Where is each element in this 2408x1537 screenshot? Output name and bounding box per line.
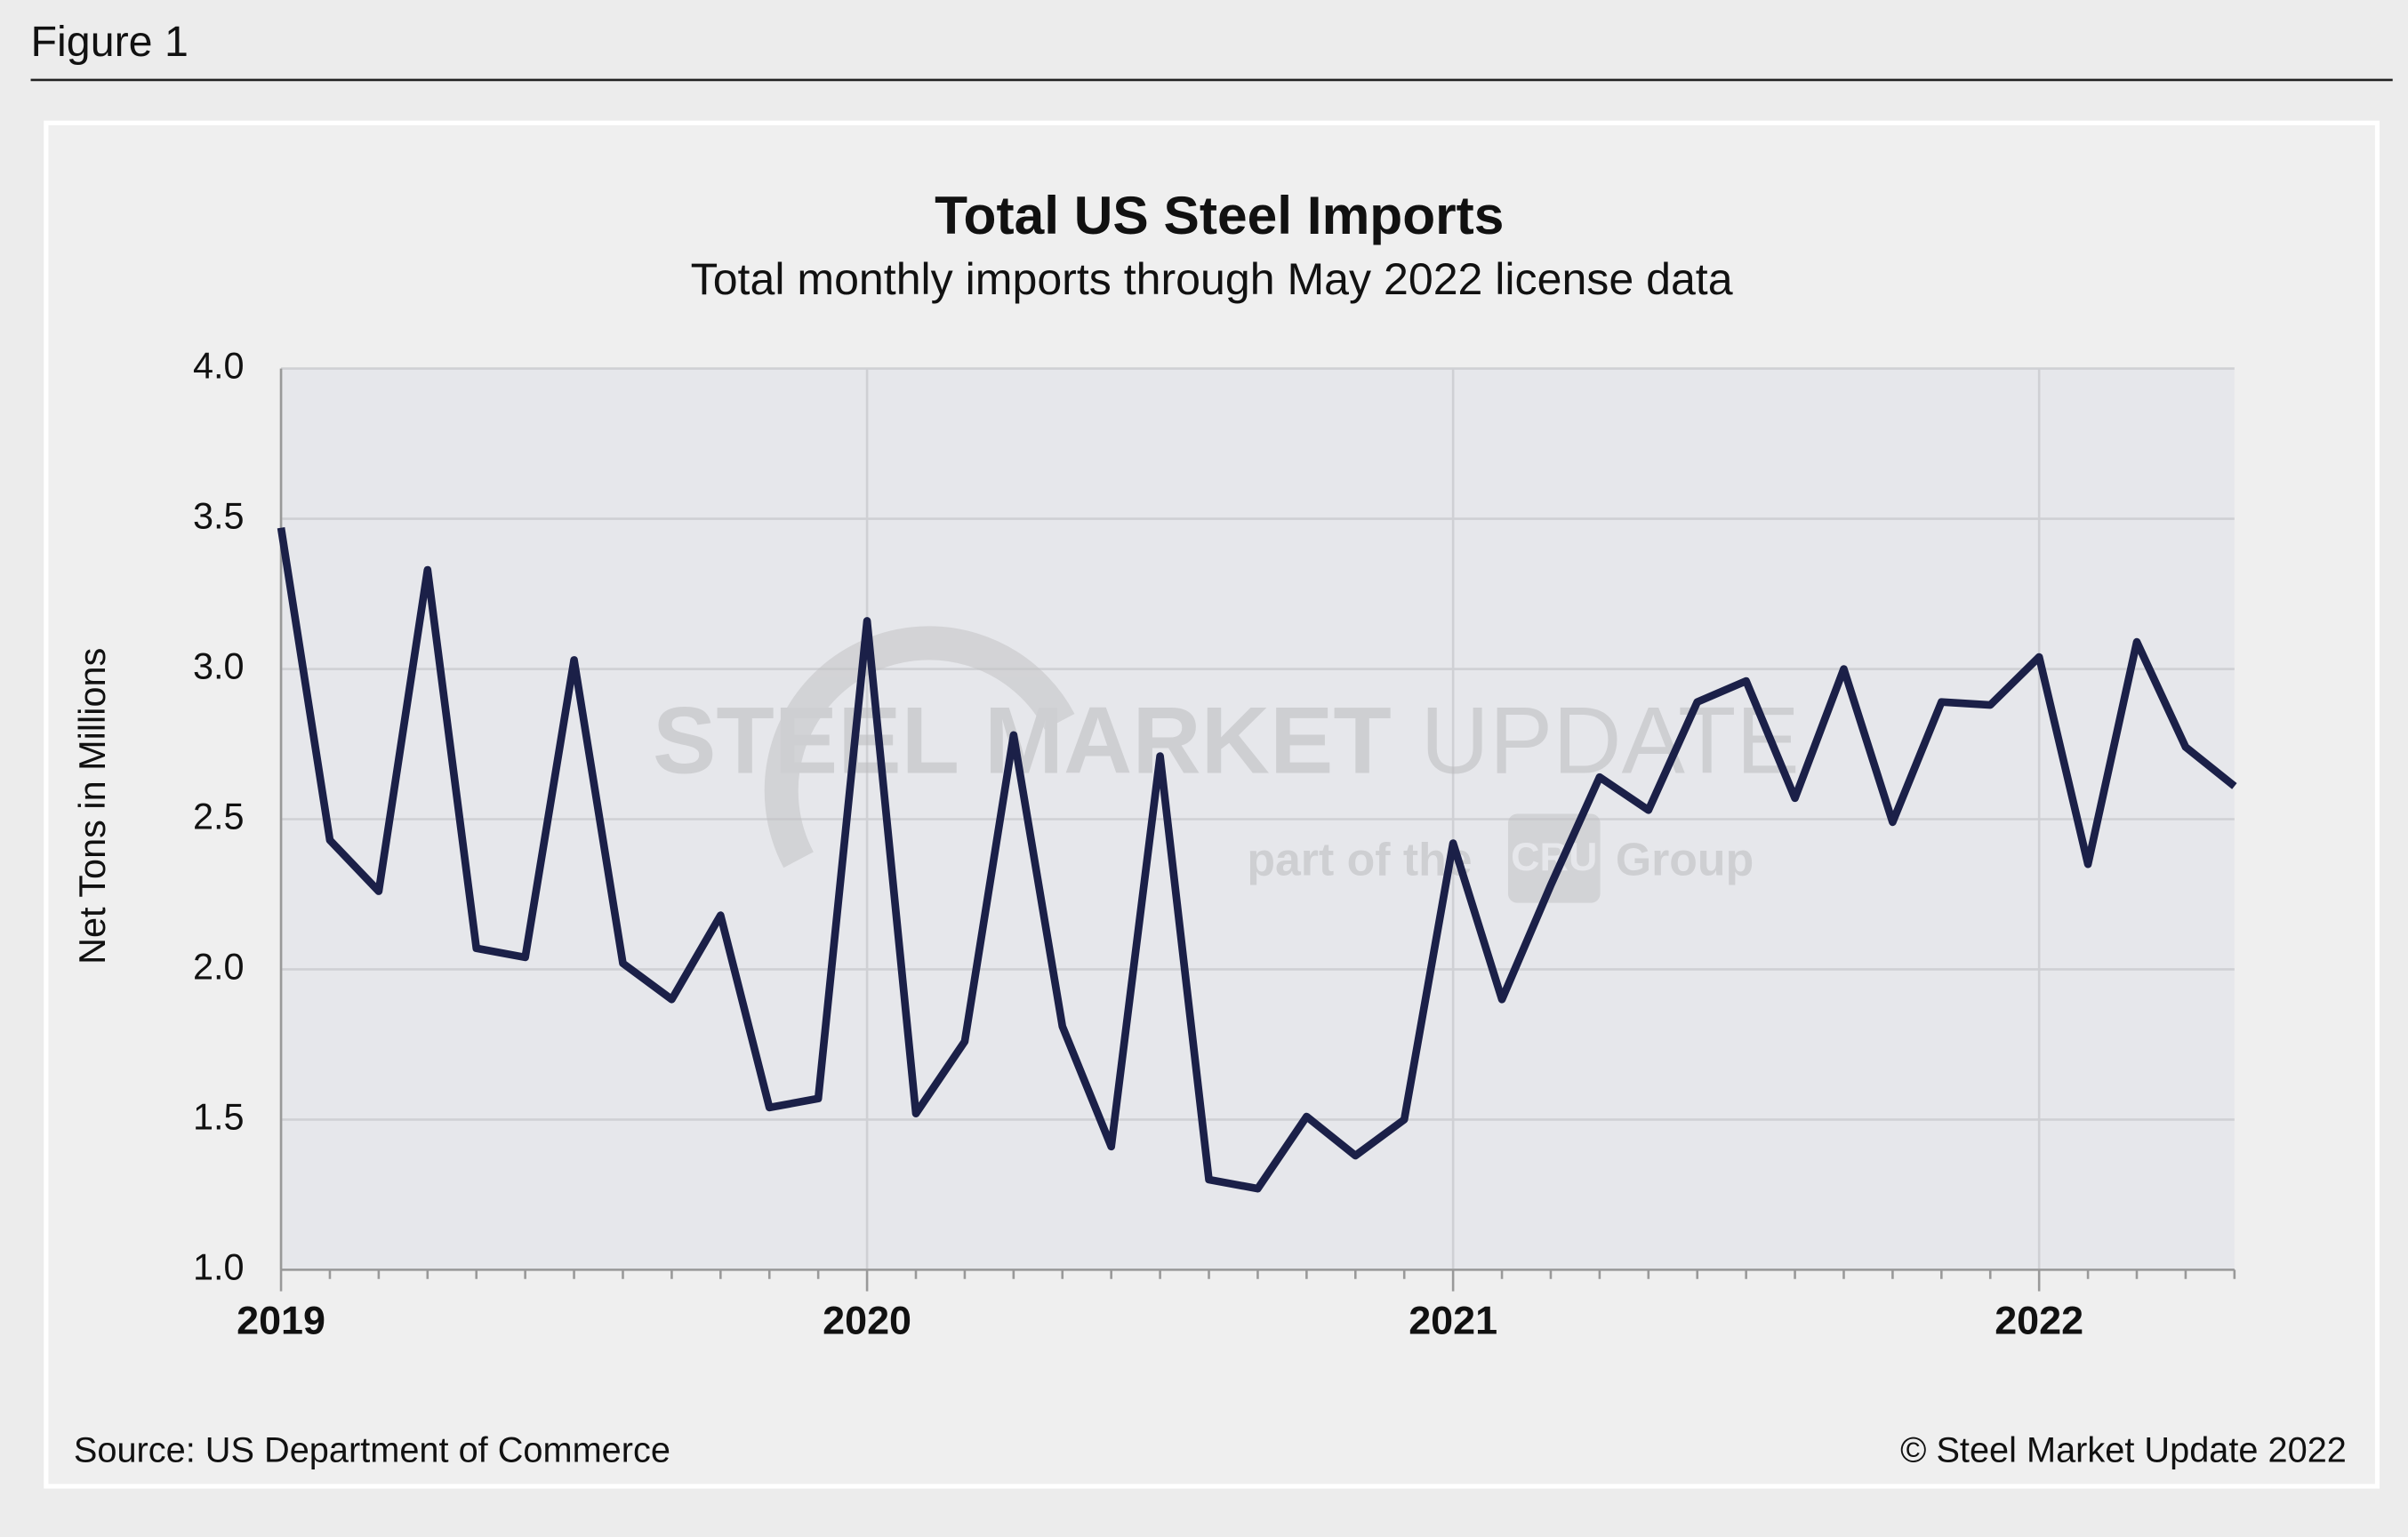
copyright-note: © Steel Market Update 2022 [1900,1430,2347,1469]
y-tick-label: 1.0 [193,1245,245,1287]
figure-label: Figure 1 [31,18,189,66]
x-tick-label: 2022 [1995,1298,2083,1343]
y-axis-title: Net Tons in Millions [71,648,113,965]
y-tick-label: 3.5 [193,495,245,537]
x-tick-label: 2019 [237,1298,325,1343]
chart-title: Total US Steel Imports [935,185,1504,245]
grid [279,367,2236,1292]
watermark-group: Group [1616,833,1754,885]
watermark-brand-light: UPDATE [1421,686,1800,793]
source-note: Source: US Department of Commerce [74,1430,670,1469]
marks [277,527,2237,1193]
y-tick-label: 4.0 [193,345,245,387]
x-tick-label: 2020 [823,1298,911,1343]
x-tick-label: 2021 [1409,1298,1497,1343]
y-tick-label: 2.5 [193,795,245,837]
chart-subtitle: Total monthly imports through May 2022 l… [691,254,1733,304]
data-line [277,527,2237,1193]
y-tick-label: 1.5 [193,1095,245,1137]
y-tick-label: 2.0 [193,945,245,987]
watermark-tag: part of the [1247,833,1472,885]
y-tick-label: 3.0 [193,644,245,686]
